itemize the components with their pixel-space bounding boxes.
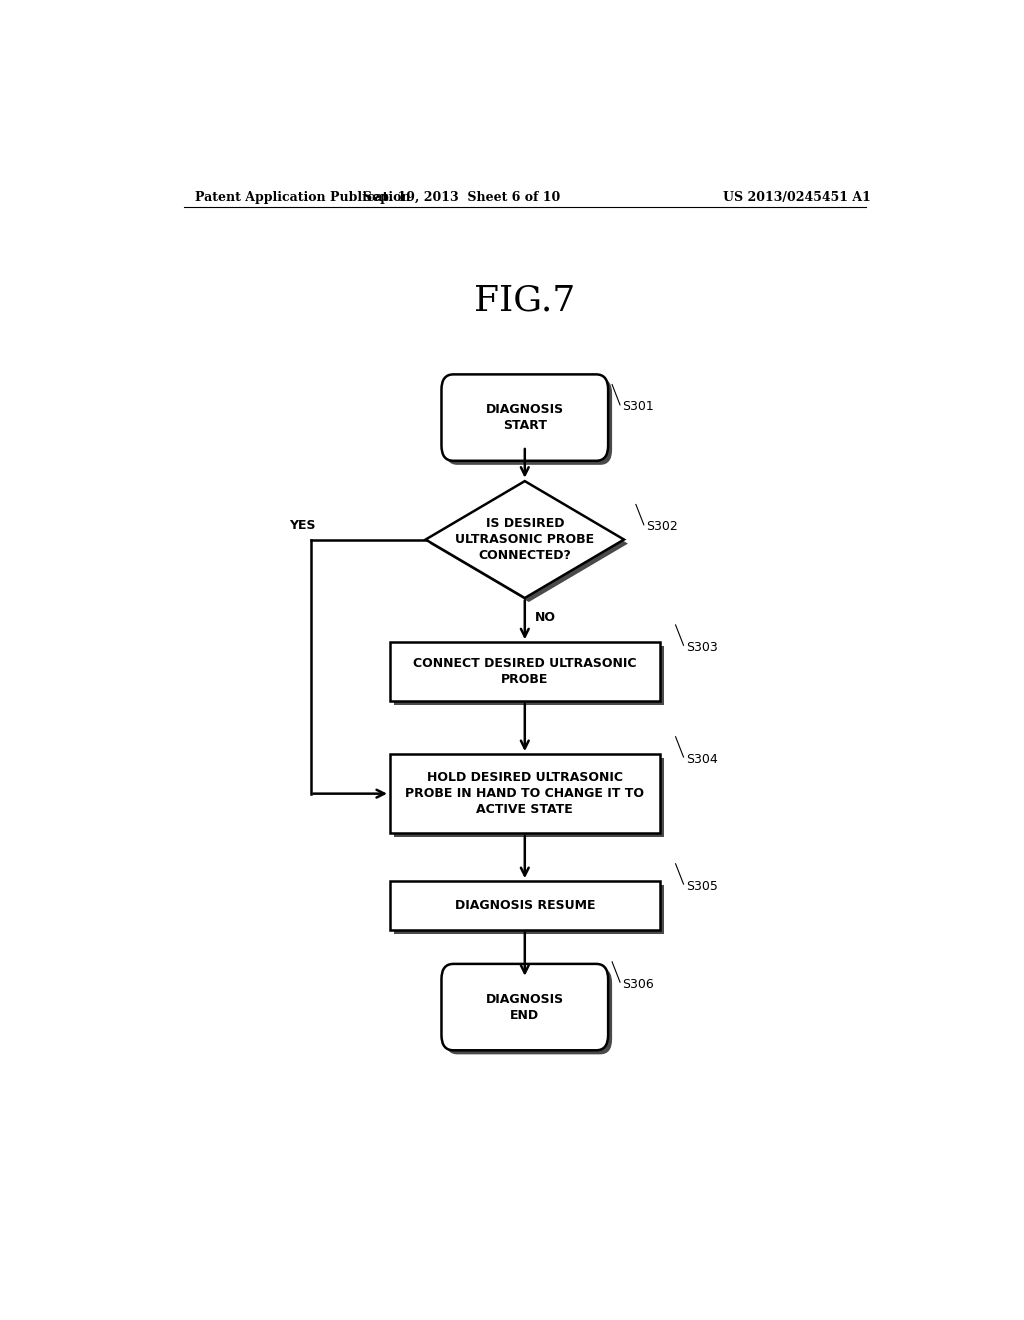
Text: US 2013/0245451 A1: US 2013/0245451 A1 [723,190,871,203]
Text: CONNECT DESIRED ULTRASONIC
PROBE: CONNECT DESIRED ULTRASONIC PROBE [413,657,637,686]
FancyBboxPatch shape [390,880,659,929]
Text: DIAGNOSIS
START: DIAGNOSIS START [485,403,564,432]
FancyBboxPatch shape [445,379,612,465]
Polygon shape [426,480,624,598]
FancyBboxPatch shape [441,375,608,461]
FancyBboxPatch shape [394,647,664,705]
Text: HOLD DESIRED ULTRASONIC
PROBE IN HAND TO CHANGE IT TO
ACTIVE STATE: HOLD DESIRED ULTRASONIC PROBE IN HAND TO… [406,771,644,816]
Text: S305: S305 [686,879,718,892]
Text: Sep. 19, 2013  Sheet 6 of 10: Sep. 19, 2013 Sheet 6 of 10 [362,190,560,203]
Text: S306: S306 [623,978,654,991]
FancyBboxPatch shape [441,964,608,1051]
FancyBboxPatch shape [390,754,659,833]
Text: Patent Application Publication: Patent Application Publication [196,190,411,203]
Text: DIAGNOSIS RESUME: DIAGNOSIS RESUME [455,899,595,912]
Polygon shape [430,486,628,602]
Text: IS DESIRED
ULTRASONIC PROBE
CONNECTED?: IS DESIRED ULTRASONIC PROBE CONNECTED? [456,517,594,562]
Text: DIAGNOSIS
END: DIAGNOSIS END [485,993,564,1022]
Text: YES: YES [290,520,315,532]
FancyBboxPatch shape [445,968,612,1055]
Text: S304: S304 [686,752,718,766]
FancyBboxPatch shape [394,886,664,935]
Text: S303: S303 [686,640,718,653]
Text: S302: S302 [646,520,678,533]
Text: NO: NO [536,611,556,624]
Text: FIG.7: FIG.7 [474,284,575,318]
Text: S301: S301 [623,400,654,413]
FancyBboxPatch shape [390,643,659,701]
FancyBboxPatch shape [394,758,664,837]
